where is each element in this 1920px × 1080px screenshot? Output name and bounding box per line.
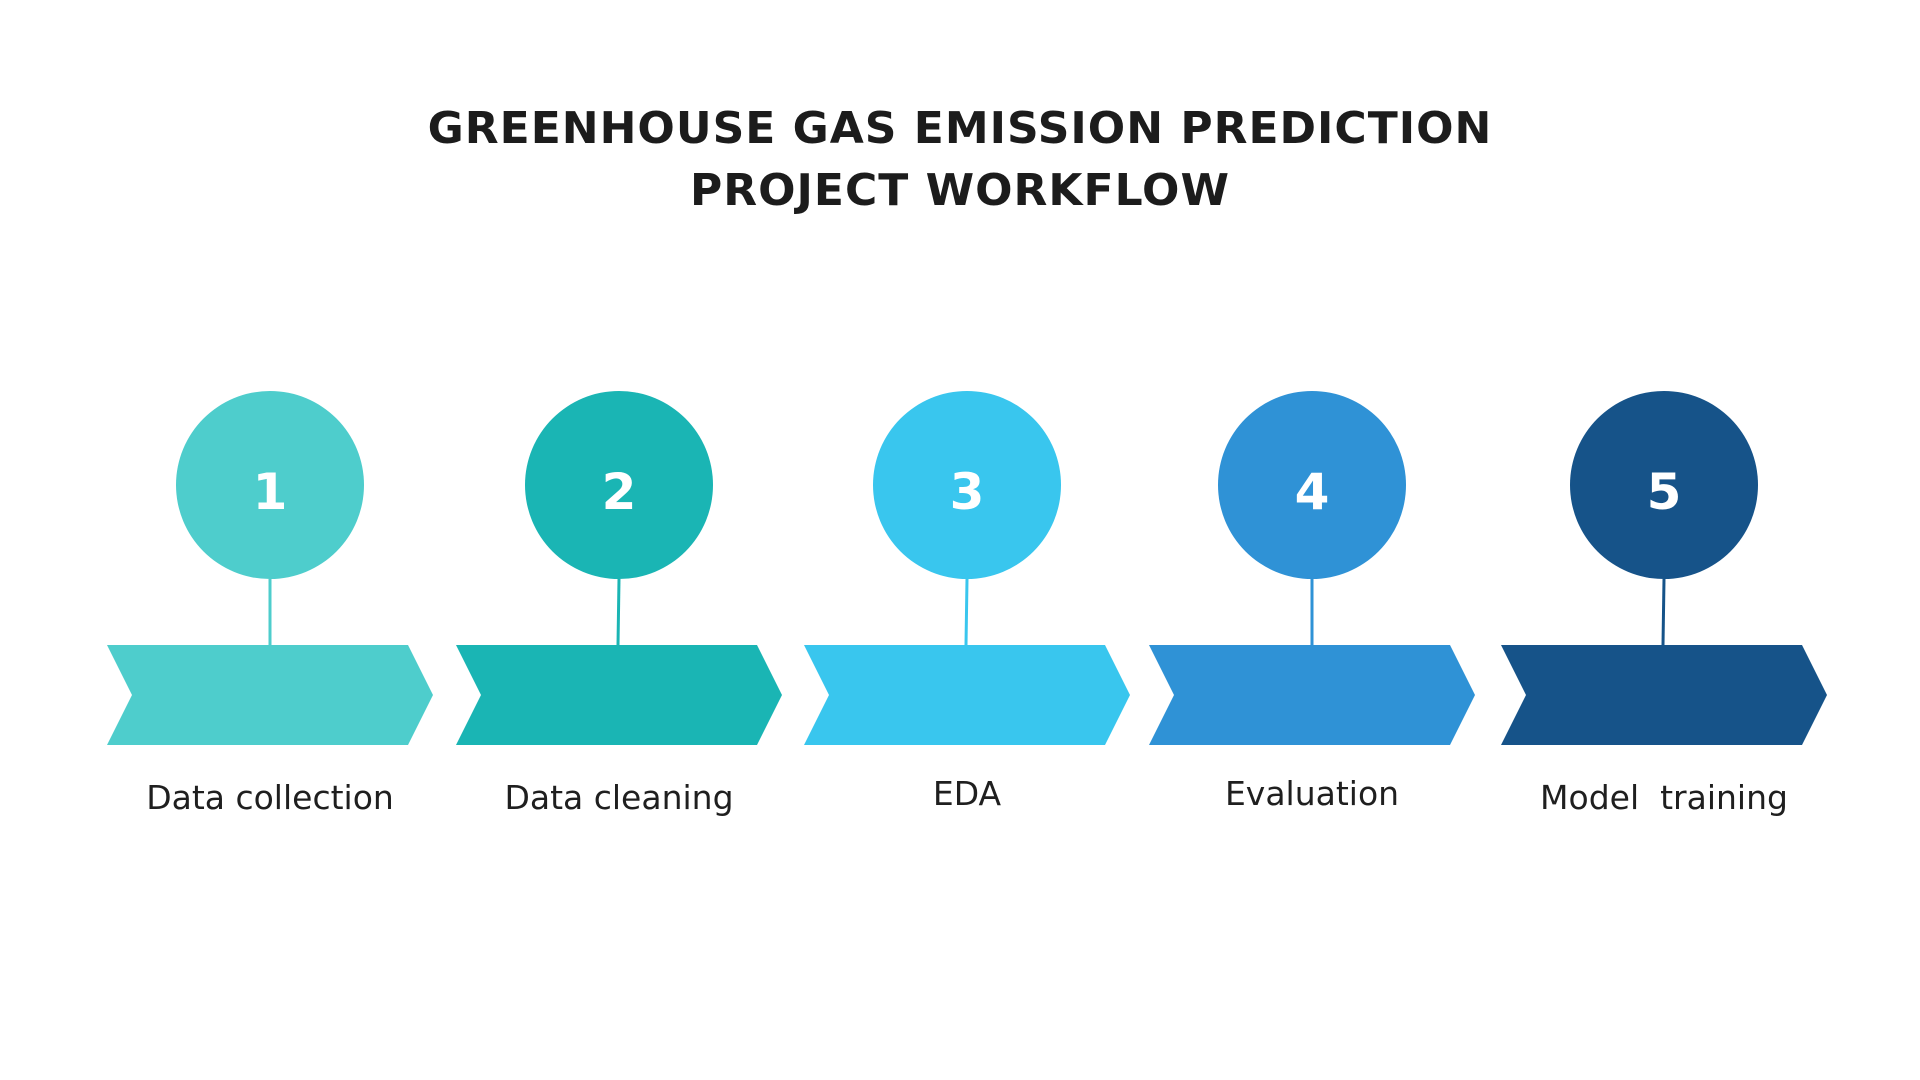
workflow-step-5: 5 Model training [1496, 380, 1832, 840]
step-3-label: EDA [932, 774, 1002, 813]
step-3-circle [873, 391, 1061, 579]
step-1-chevron [107, 645, 433, 745]
step-3-graphic [804, 391, 1130, 745]
step-2-circle [525, 391, 713, 579]
workflow-step-4: 4 Evaluation [1144, 380, 1480, 840]
step-5-circle [1570, 391, 1758, 579]
step-5-chevron [1501, 645, 1827, 745]
step-4-graphic [1149, 391, 1475, 745]
step-3-chevron [804, 645, 1130, 745]
step-2-graphic [456, 391, 782, 745]
step-1-label: Data collection [146, 778, 394, 817]
workflow-step-1: 1 Data collection [102, 380, 438, 840]
step-5-connector [1661, 578, 1666, 646]
step-4-label: Evaluation [1224, 774, 1400, 813]
step-2-number: 2 [601, 463, 637, 521]
step-2-chevron [456, 645, 782, 745]
diagram-title: GREENHOUSE GAS EMISSION PREDICTION PROJE… [0, 98, 1920, 222]
step-4-chevron [1149, 645, 1475, 745]
title-line-2: PROJECT WORKFLOW [690, 165, 1230, 216]
workflow-step-3: 3 EDA [799, 380, 1135, 840]
step-5-number: 5 [1646, 463, 1682, 521]
step-3-number: 3 [949, 463, 985, 521]
step-2-connector [616, 578, 621, 646]
title-line-1: GREENHOUSE GAS EMISSION PREDICTION [427, 103, 1493, 154]
step-1-circle [176, 391, 364, 579]
step-1-number: 1 [252, 463, 288, 521]
step-5-label: Model training [1540, 778, 1788, 817]
workflow-step-2: 2 Data cleaning [451, 380, 787, 840]
step-3-connector [964, 578, 969, 646]
step-4-circle [1218, 391, 1406, 579]
step-5-graphic [1501, 391, 1827, 745]
step-1-graphic [107, 391, 433, 745]
step-2-label: Data cleaning [504, 778, 734, 817]
step-4-number: 4 [1294, 463, 1330, 521]
